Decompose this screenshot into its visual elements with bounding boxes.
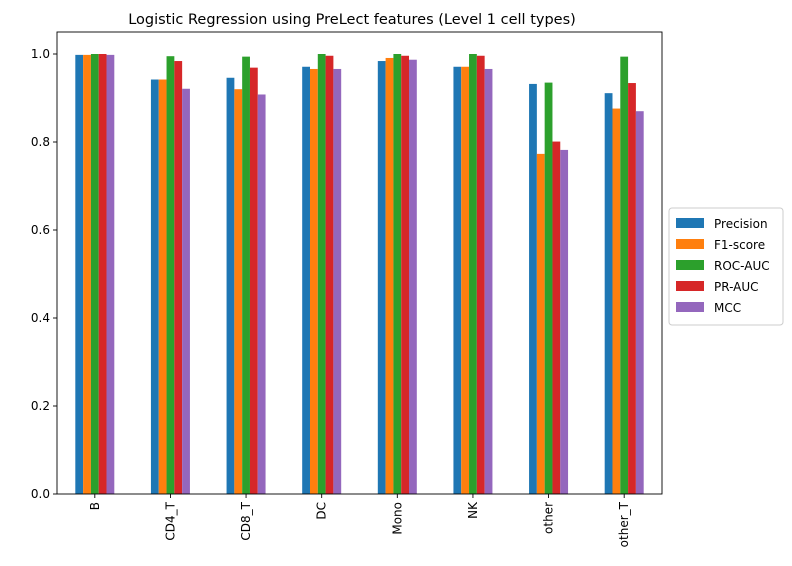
legend-swatch [676, 239, 704, 249]
bars-layer [75, 54, 644, 495]
bar-other_T-PR-AUC [628, 83, 636, 494]
bar-CD4_T-PR-AUC [174, 61, 183, 494]
plot-frame [56, 31, 663, 495]
chart-title: Logistic Regression using PreLect featur… [128, 12, 576, 28]
legend: Precision F1-score ROC-AUC PR-AUC MCC [668, 207, 784, 326]
axes-layer: 0.0 0.2 0.4 0.6 0.8 1.0 B CD4_T CD8_T DC Mono NK oth… [31, 31, 663, 547]
bar-other_T-MCC [635, 111, 644, 494]
bar-B-F1-score [83, 54, 91, 494]
x-tick-label: Mono [390, 502, 404, 535]
bar-other-MCC [560, 149, 569, 495]
bar-DC-PR-AUC [325, 55, 334, 494]
bar-NK-ROC-AUC [469, 54, 477, 494]
bar-NK-Precision [453, 66, 462, 494]
bar-Mono-F1-score [385, 57, 394, 495]
bar-CD8_T-F1-score [234, 89, 243, 494]
bar-DC-MCC [333, 68, 342, 495]
legend-swatch [676, 260, 704, 270]
bar-other_T-Precision [604, 93, 613, 494]
bar-NK-PR-AUC [476, 55, 485, 494]
bar-B-Precision [75, 54, 84, 494]
bar-CD4_T-F1-score [158, 79, 167, 495]
legend-label: Precision [714, 217, 768, 231]
legend-swatch [676, 302, 704, 312]
x-tick-label: other [542, 502, 556, 534]
bar-Mono-PR-AUC [401, 55, 410, 494]
bar-other_T-F1-score [612, 108, 621, 494]
bar-CD8_T-Precision [226, 77, 235, 494]
bar-CD4_T-MCC [182, 88, 190, 494]
legend-label: PR-AUC [714, 280, 759, 294]
y-tick-label: 0.8 [31, 135, 50, 149]
legend-label: MCC [714, 301, 741, 315]
x-tick-label: CD8_T [239, 501, 253, 540]
y-tick-label: 0.4 [31, 311, 50, 325]
legend-swatch [676, 218, 704, 228]
x-tick-label: NK [466, 501, 480, 519]
bar-CD8_T-ROC-AUC [242, 56, 250, 494]
y-tick-label: 1.0 [31, 47, 50, 61]
y-tick-label: 0.6 [31, 223, 50, 237]
bar-other-Precision [529, 83, 537, 495]
bar-NK-MCC [484, 68, 493, 495]
bar-B-MCC [106, 54, 115, 494]
bar-other-F1-score [536, 153, 545, 494]
bar-CD8_T-PR-AUC [249, 67, 258, 494]
bar-CD4_T-Precision [150, 79, 159, 495]
bar-B-ROC-AUC [90, 54, 99, 494]
bar-NK-F1-score [461, 66, 470, 494]
bar-other-PR-AUC [552, 141, 561, 494]
bar-Mono-ROC-AUC [393, 54, 402, 494]
legend-label: F1-score [714, 238, 765, 252]
x-tick-label: CD4_T [163, 501, 177, 540]
bar-CD8_T-MCC [257, 94, 266, 494]
bar-DC-ROC-AUC [317, 54, 326, 494]
bar-other-ROC-AUC [544, 82, 553, 494]
x-tick-label: B [88, 502, 102, 510]
bar-other_T-ROC-AUC [620, 56, 629, 494]
bar-CD4_T-ROC-AUC [166, 56, 175, 494]
y-tick-label: 0.0 [31, 487, 50, 501]
bar-DC-F1-score [309, 68, 318, 495]
legend-label: ROC-AUC [714, 259, 770, 273]
x-tick-label: other_T [617, 501, 631, 547]
bar-DC-Precision [302, 66, 310, 494]
x-tick-label: DC [315, 502, 329, 520]
bar-Mono-MCC [409, 59, 417, 494]
bar-B-PR-AUC [98, 54, 107, 494]
legend-box [668, 207, 784, 326]
legend-swatch [676, 281, 704, 291]
bar-Mono-Precision [377, 61, 386, 494]
y-tick-label: 0.2 [31, 399, 50, 413]
